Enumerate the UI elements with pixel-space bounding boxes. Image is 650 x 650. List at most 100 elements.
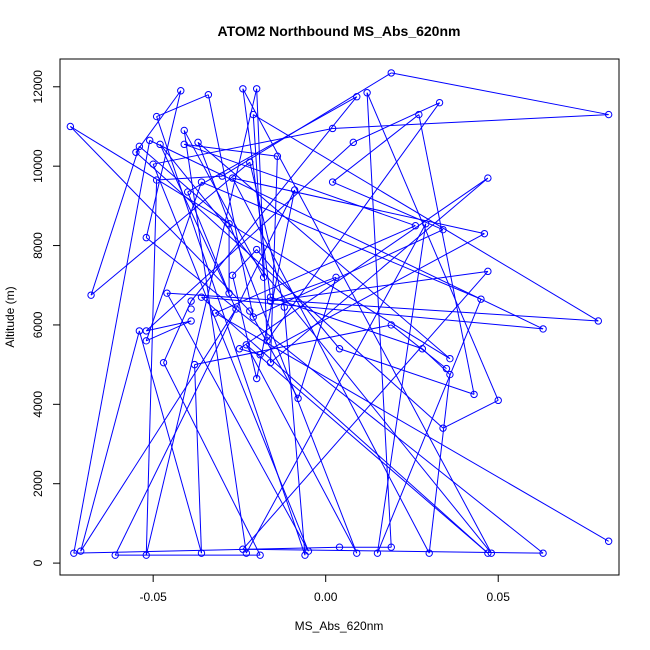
chart-title: ATOM2 Northbound MS_Abs_620nm — [218, 23, 461, 39]
series-line-segment — [376, 223, 427, 554]
x-tick-label: 0.05 — [487, 590, 511, 604]
data-point — [194, 138, 202, 147]
data-point — [252, 85, 261, 93]
series-line-segment — [194, 324, 392, 366]
data-point — [415, 110, 423, 119]
data-point — [446, 370, 454, 379]
data-point — [197, 549, 206, 557]
y-tick-label: 6000 — [31, 311, 45, 338]
series-line-segment — [166, 292, 599, 322]
data-point — [218, 172, 226, 180]
series-line-segment — [256, 249, 340, 350]
data-point — [328, 178, 337, 186]
series-line-segment — [249, 162, 285, 308]
data-point — [442, 364, 451, 373]
x-tick-label: -0.05 — [139, 590, 167, 604]
series-line-segment — [366, 92, 499, 401]
series-line-segment — [428, 374, 451, 554]
data-point — [480, 229, 489, 238]
data-point — [187, 317, 195, 325]
data-point — [439, 225, 447, 234]
series-line-segment — [145, 237, 544, 554]
data-point — [159, 358, 168, 367]
y-axis-label: Altitude (m) — [3, 286, 17, 347]
series-line-segment — [159, 144, 237, 310]
data-point — [180, 126, 188, 135]
series-line-segment — [183, 130, 265, 278]
series-line-segment — [156, 94, 209, 118]
x-tick-label: 0.00 — [314, 590, 338, 604]
series-line-segment — [252, 114, 599, 322]
series-line-segment — [69, 126, 251, 312]
data-point — [539, 325, 547, 333]
series-line-segment — [332, 114, 609, 129]
data-point — [152, 176, 161, 184]
series-line-segment — [270, 276, 337, 302]
x-axis: -0.05 0.00 0.05 — [139, 574, 511, 604]
series-line-segment — [184, 143, 416, 227]
data-point — [294, 394, 302, 403]
series-lines — [69, 72, 609, 556]
data-point — [163, 289, 171, 297]
series-points — [66, 69, 613, 559]
data-point — [335, 345, 344, 353]
data-point — [418, 345, 427, 353]
series-line-segment — [70, 126, 451, 360]
series-line-segment — [376, 298, 482, 554]
data-point — [387, 69, 395, 77]
data-point — [332, 273, 340, 282]
y-tick-label: 0 — [31, 559, 45, 566]
series-line-segment — [201, 296, 544, 330]
data-point — [197, 293, 206, 301]
y-tick-label: 4000 — [31, 391, 45, 418]
series-line-segment — [232, 177, 430, 554]
series-line-segment — [269, 156, 278, 363]
series-line-segment — [259, 233, 485, 356]
y-tick-label: 10000 — [31, 149, 45, 183]
series-line-segment — [339, 348, 475, 395]
data-point — [111, 551, 119, 559]
data-point — [349, 138, 358, 147]
data-point — [280, 303, 288, 311]
series-line-segment — [256, 88, 268, 341]
data-point — [266, 358, 275, 367]
series-line-segment — [156, 116, 306, 556]
data-point — [477, 295, 485, 303]
series-line-segment — [252, 114, 265, 278]
data-point — [187, 305, 195, 313]
data-point — [197, 178, 206, 186]
data-point — [266, 297, 275, 305]
data-point — [252, 245, 261, 254]
series-line-segment — [232, 177, 485, 235]
series-line-segment — [73, 546, 340, 554]
series-line-segment — [242, 271, 489, 550]
data-point — [259, 273, 268, 282]
data-point — [539, 549, 547, 557]
series-line-segment — [190, 96, 358, 302]
series-line-segment — [245, 344, 358, 554]
data-point — [242, 341, 251, 349]
series-line-segment — [215, 312, 609, 542]
series-line-segment — [197, 142, 358, 554]
data-point — [225, 220, 233, 228]
data-point — [604, 110, 613, 119]
data-point — [484, 174, 492, 182]
series-line-segment — [366, 92, 392, 548]
series-line-segment — [159, 144, 492, 554]
y-axis: 0 2000 4000 6000 8000 10000 12000 — [31, 70, 61, 566]
data-point — [435, 98, 444, 107]
data-point — [142, 233, 150, 242]
data-point — [604, 537, 613, 545]
data-point — [387, 543, 395, 551]
series-line-segment — [166, 292, 309, 552]
data-point — [142, 551, 150, 559]
data-point — [256, 551, 264, 559]
data-point — [211, 309, 219, 317]
series-line-segment — [114, 189, 296, 556]
data-point — [204, 91, 213, 99]
data-point — [177, 87, 185, 95]
data-point — [249, 313, 257, 321]
series-line-segment — [239, 177, 489, 350]
data-point — [135, 142, 144, 151]
data-point — [484, 267, 492, 276]
